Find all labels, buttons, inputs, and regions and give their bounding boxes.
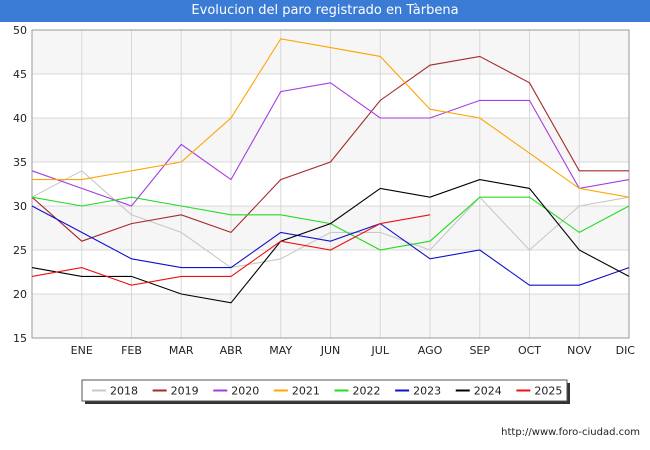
chart-title: Evolucion del paro registrado en Tàrbena (0, 0, 650, 22)
series-line-2021 (32, 38, 630, 198)
x-tick-label: AGO (418, 344, 443, 357)
x-tick-label: MAY (269, 344, 292, 357)
y-tick-label: 30 (13, 200, 27, 213)
legend: 2018 2019 2020 2021 2022 2023 2024 2025 (81, 379, 570, 404)
x-tick-label: NOV (567, 344, 592, 357)
plot-border (31, 29, 630, 339)
source-url: http://www.foro-ciudad.com (501, 427, 640, 438)
legend-label-2020: 2020 (231, 385, 259, 398)
y-tick-label: 40 (13, 112, 27, 125)
legend-label-2022: 2022 (353, 385, 381, 398)
series-line-2020 (31, 82, 630, 207)
legend-label-2019: 2019 (171, 385, 199, 398)
x-tick-label: FEB (121, 344, 142, 357)
y-tick-label: 45 (13, 68, 27, 81)
x-tick-label: JUN (320, 344, 341, 357)
series-line-2019 (31, 55, 629, 242)
legend-label-2024: 2024 (474, 385, 502, 398)
axes: 15 20 25 30 35 40 45 50 ENE FEB MAR ABR MAY JUN JUL AGO… (13, 24, 635, 357)
series-line-2018 (31, 170, 630, 269)
legend-label-2023: 2023 (413, 385, 441, 398)
series-line-2023 (31, 205, 630, 286)
y-tick-label: 25 (13, 244, 27, 257)
x-tick-label: OCT (518, 344, 541, 357)
y-tick-label: 50 (13, 24, 27, 37)
x-tick-label: ENE (71, 344, 93, 357)
grid (31, 29, 630, 339)
series-line-2024 (31, 179, 630, 304)
x-tick-label: ABR (220, 344, 243, 357)
x-tick-label: MAR (169, 344, 194, 357)
x-tick-label: DIC (616, 344, 636, 357)
legend-label-2021: 2021 (292, 385, 320, 398)
y-tick-label: 35 (13, 156, 27, 169)
y-tick-label: 20 (13, 288, 27, 301)
x-tick-label: SEP (469, 344, 490, 357)
legend-box (81, 379, 568, 402)
series-lines (31, 38, 630, 304)
x-tick-label: JUL (371, 344, 390, 357)
legend-label-2025: 2025 (534, 385, 562, 398)
series-line-2025 (31, 214, 431, 286)
legend-label-2018: 2018 (110, 385, 138, 398)
y-tick-label: 15 (13, 332, 27, 345)
